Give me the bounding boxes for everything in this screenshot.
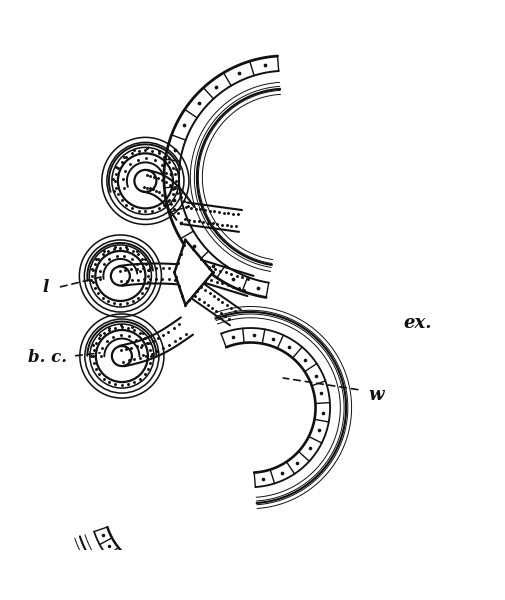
Text: l: l	[43, 279, 49, 296]
Text: w: w	[367, 386, 383, 404]
Circle shape	[112, 346, 132, 366]
Text: b. c.: b. c.	[28, 349, 67, 366]
Circle shape	[111, 266, 130, 286]
Polygon shape	[174, 240, 213, 305]
Text: ex.: ex.	[402, 314, 431, 332]
Circle shape	[134, 170, 156, 192]
